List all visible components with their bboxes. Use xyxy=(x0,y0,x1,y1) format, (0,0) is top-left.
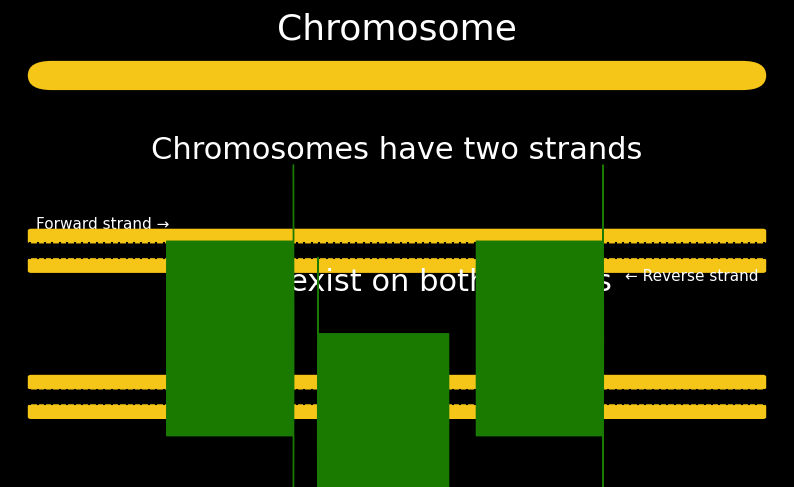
Text: Forward strand →: Forward strand → xyxy=(36,217,169,232)
FancyBboxPatch shape xyxy=(28,258,766,273)
FancyBboxPatch shape xyxy=(28,404,766,419)
FancyBboxPatch shape xyxy=(28,229,766,244)
Text: Chromosome: Chromosome xyxy=(277,12,517,46)
FancyBboxPatch shape xyxy=(28,61,766,90)
Text: ← Reverse strand: ← Reverse strand xyxy=(625,269,758,284)
Text: Chromosomes have two strands: Chromosomes have two strands xyxy=(152,136,642,166)
Text: Genes exist on both strands: Genes exist on both strands xyxy=(183,268,611,297)
FancyBboxPatch shape xyxy=(28,375,766,390)
